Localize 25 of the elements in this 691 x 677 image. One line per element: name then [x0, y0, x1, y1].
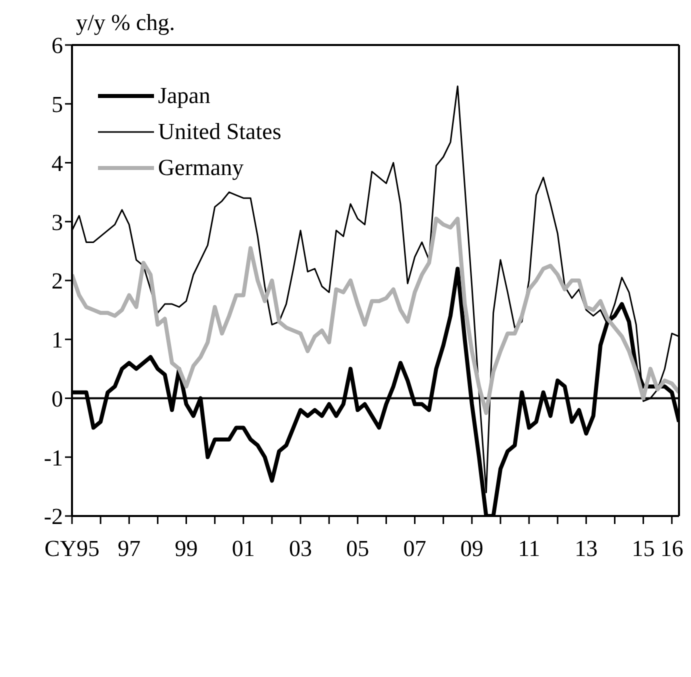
x-tick-label: 11 — [518, 536, 540, 561]
y-axis-title: y/y % chg. — [76, 10, 176, 36]
x-tick-label: 09 — [460, 536, 484, 561]
y-tick-label: 5 — [52, 92, 63, 118]
legend-label: Germany — [158, 155, 244, 181]
x-tick-label: 15 — [632, 536, 655, 561]
x-tick-label: 05 — [346, 536, 370, 561]
x-tick-label: 07 — [403, 536, 426, 561]
y-tick-label: 4 — [52, 150, 64, 176]
y-tick-label: 0 — [52, 386, 63, 412]
legend-label: United States — [158, 119, 282, 145]
y-tick-label: -1 — [44, 445, 63, 470]
x-tick-label: 99 — [174, 536, 198, 561]
x-tick-label: 13 — [574, 536, 598, 561]
y-tick-label: 6 — [52, 33, 63, 58]
legend-label: Japan — [158, 83, 210, 109]
x-tick-label: 01 — [232, 536, 255, 561]
y-tick-label: 2 — [52, 268, 63, 294]
y-tick-label: 3 — [52, 210, 63, 235]
x-tick-label: 97 — [118, 536, 141, 561]
x-tick-label: 03 — [289, 536, 312, 561]
y-tick-label: -2 — [44, 504, 63, 530]
x-tick-label: 16 — [660, 536, 684, 561]
x-tick-label: CY95 — [44, 536, 100, 561]
y-tick-label: 1 — [52, 328, 63, 353]
